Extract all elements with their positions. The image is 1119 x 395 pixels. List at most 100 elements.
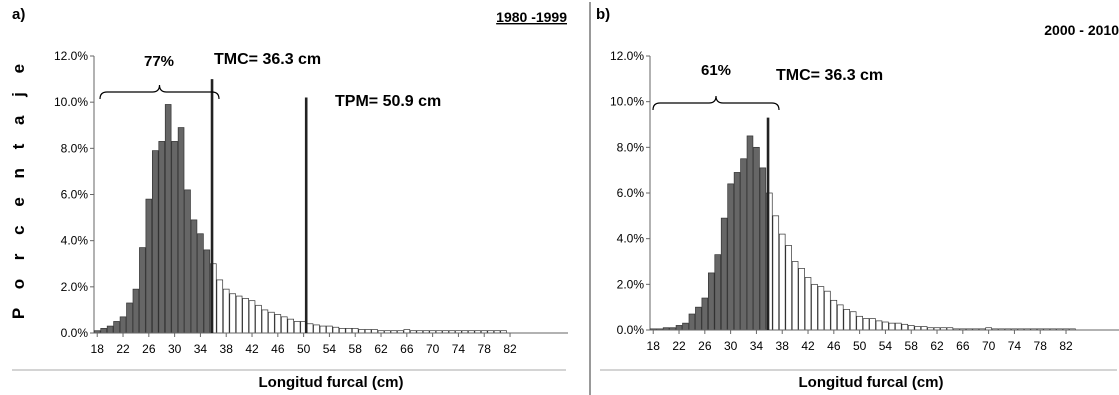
panel-a-x-tick-label: 34: [194, 342, 208, 356]
panel-b-bar: [836, 304, 844, 331]
panel-a-bar: [126, 302, 133, 334]
panel-b-bar: [720, 217, 728, 331]
panel-b-bar: [778, 233, 786, 331]
panel-b-bar: [746, 135, 754, 331]
panel-a-bar: [132, 288, 140, 334]
panel-b-y-tick-label: 6.0%: [617, 186, 645, 200]
panel-a-vline-label-1: TPM= 50.9 cm: [335, 93, 441, 110]
panel-a-y-tick-label: 10.0%: [54, 95, 88, 109]
panel-b-x-tick-label: 62: [930, 339, 944, 353]
panel-a-period: 1980 -1999: [496, 9, 567, 25]
panel-a-x-tick-label: 30: [168, 342, 182, 356]
panel-b-bar: [675, 325, 683, 331]
panel-a-x-tick-label: 62: [374, 342, 388, 356]
panel-b-period: 2000 - 2010: [1044, 22, 1119, 38]
panel-a-bar: [216, 279, 224, 334]
panel-a-bar: [100, 328, 107, 334]
panel-a-x-tick-label: 26: [142, 342, 156, 356]
panel-a-bar: [274, 314, 282, 334]
panel-a-bar: [268, 311, 275, 334]
panel-b-bar: [785, 245, 792, 331]
panel-a-bar: [358, 329, 365, 334]
panel-a-vline-label-0: TMC= 36.3 cm: [214, 51, 321, 68]
panel-b-bar: [772, 215, 780, 331]
panel-a-bar: [171, 141, 178, 334]
panel-a-bar: [197, 233, 204, 334]
panel-b-bar: [856, 315, 863, 331]
panel-a-y-tick-label: 4.0%: [61, 234, 89, 248]
panel-b-bar: [804, 277, 812, 331]
panel-a-bar: [319, 325, 327, 334]
panel-a-x-tick-label: 22: [116, 342, 130, 356]
panel-a-bar: [203, 249, 211, 334]
panel-b-label: b): [596, 6, 610, 23]
panel-b-x-tick-label: 74: [1008, 339, 1022, 353]
panel-b-bar: [740, 158, 747, 331]
panel-b-bar: [875, 320, 883, 331]
panel-a-bar: [306, 323, 314, 334]
panel-a-bar: [222, 288, 230, 334]
panel-b-bar: [824, 290, 831, 331]
panel-b-bar: [798, 268, 805, 331]
panel-b-chart: b) 2000 - 2010 Longitud furcal (cm) 0.0%…: [596, 6, 1119, 391]
panel-a-bar: [235, 295, 243, 334]
panel-b-bar: [907, 325, 915, 331]
panel-a-x-tick-label: 70: [426, 342, 440, 356]
panel-a-x-tick-label: 46: [271, 342, 285, 356]
panel-b-x-tick-label: 34: [750, 339, 764, 353]
panel-b-bar: [817, 286, 825, 331]
panel-b-bar: [914, 326, 921, 331]
panel-a-x-tick-label: 50: [297, 342, 311, 356]
panel-b-bar: [811, 283, 818, 331]
panel-a-bar: [158, 141, 166, 334]
panel-a-bar: [339, 328, 346, 334]
panel-a-chart: a) 1980 -1999 P o r c e n t a j e Longit…: [9, 6, 568, 391]
panel-a-bar: [106, 325, 114, 334]
panel-b-x-tick-label: 22: [672, 339, 686, 353]
panel-b-bar: [869, 318, 876, 331]
panel-a-x-tick-label: 66: [400, 342, 414, 356]
panel-a-bar: [332, 326, 340, 334]
panel-a-bar: [145, 198, 153, 334]
panel-b-bar: [688, 313, 696, 331]
panel-a-bar: [261, 309, 269, 334]
panel-b-x-tick-label: 38: [776, 339, 790, 353]
panel-b-brace: [652, 95, 780, 111]
panel-b-bar: [920, 326, 928, 331]
panel-a-y-tick-label: 0.0%: [61, 326, 89, 340]
panel-a-bar: [242, 298, 249, 334]
panel-b-bar: [759, 167, 767, 331]
panel-a-bar: [351, 328, 359, 334]
panel-a-bar: [313, 324, 320, 334]
panel-b-bar: [753, 146, 760, 331]
panel-b-y-tick-label: 2.0%: [617, 277, 645, 291]
panel-b-y-tick-label: 12.0%: [610, 49, 644, 63]
panel-b-bar: [849, 311, 857, 331]
panel-b-bar: [895, 322, 902, 331]
panel-b-x-axis-label: Longitud furcal (cm): [799, 374, 944, 391]
panel-a-x-tick-label: 54: [323, 342, 337, 356]
panel-b-plot-area: 0.0% 2.0% 4.0% 6.0% 8.0% 10.0% 12.0% 18 22 26 30 34…: [610, 49, 1119, 353]
panel-a-x-tick-label: 18: [91, 342, 105, 356]
panel-b-x-tick-label: 30: [724, 339, 738, 353]
panel-b-bar: [830, 299, 838, 331]
panel-a-brace: [99, 84, 220, 100]
panel-a-bar: [152, 150, 159, 334]
panel-b-y-tick-label: 10.0%: [610, 95, 644, 109]
panel-b-x-tick-label: 70: [982, 339, 996, 353]
panel-b-bar: [695, 306, 702, 331]
panel-b-x-tick-label: 54: [879, 339, 893, 353]
panel-a-y-tick-label: 8.0%: [61, 141, 89, 155]
panel-a-bar: [139, 247, 146, 334]
panel-a-x-tick-label: 78: [478, 342, 492, 356]
panel-a-bar: [364, 329, 372, 334]
panel-a-y-axis-label: P o r c e n t a j e: [9, 57, 28, 319]
panel-a-y-tick-label: 12.0%: [54, 49, 88, 63]
panel-b-x-tick-label: 78: [1034, 339, 1048, 353]
panel-a-bar: [255, 304, 262, 334]
panel-a-plot-area: 0.0% 2.0% 4.0% 6.0% 8.0% 10.0% 12.0% 18 22 26 30 34…: [54, 49, 568, 356]
panel-b-bar: [843, 309, 850, 331]
panel-a-bar: [177, 127, 185, 334]
panel-b-bar: [682, 322, 689, 331]
